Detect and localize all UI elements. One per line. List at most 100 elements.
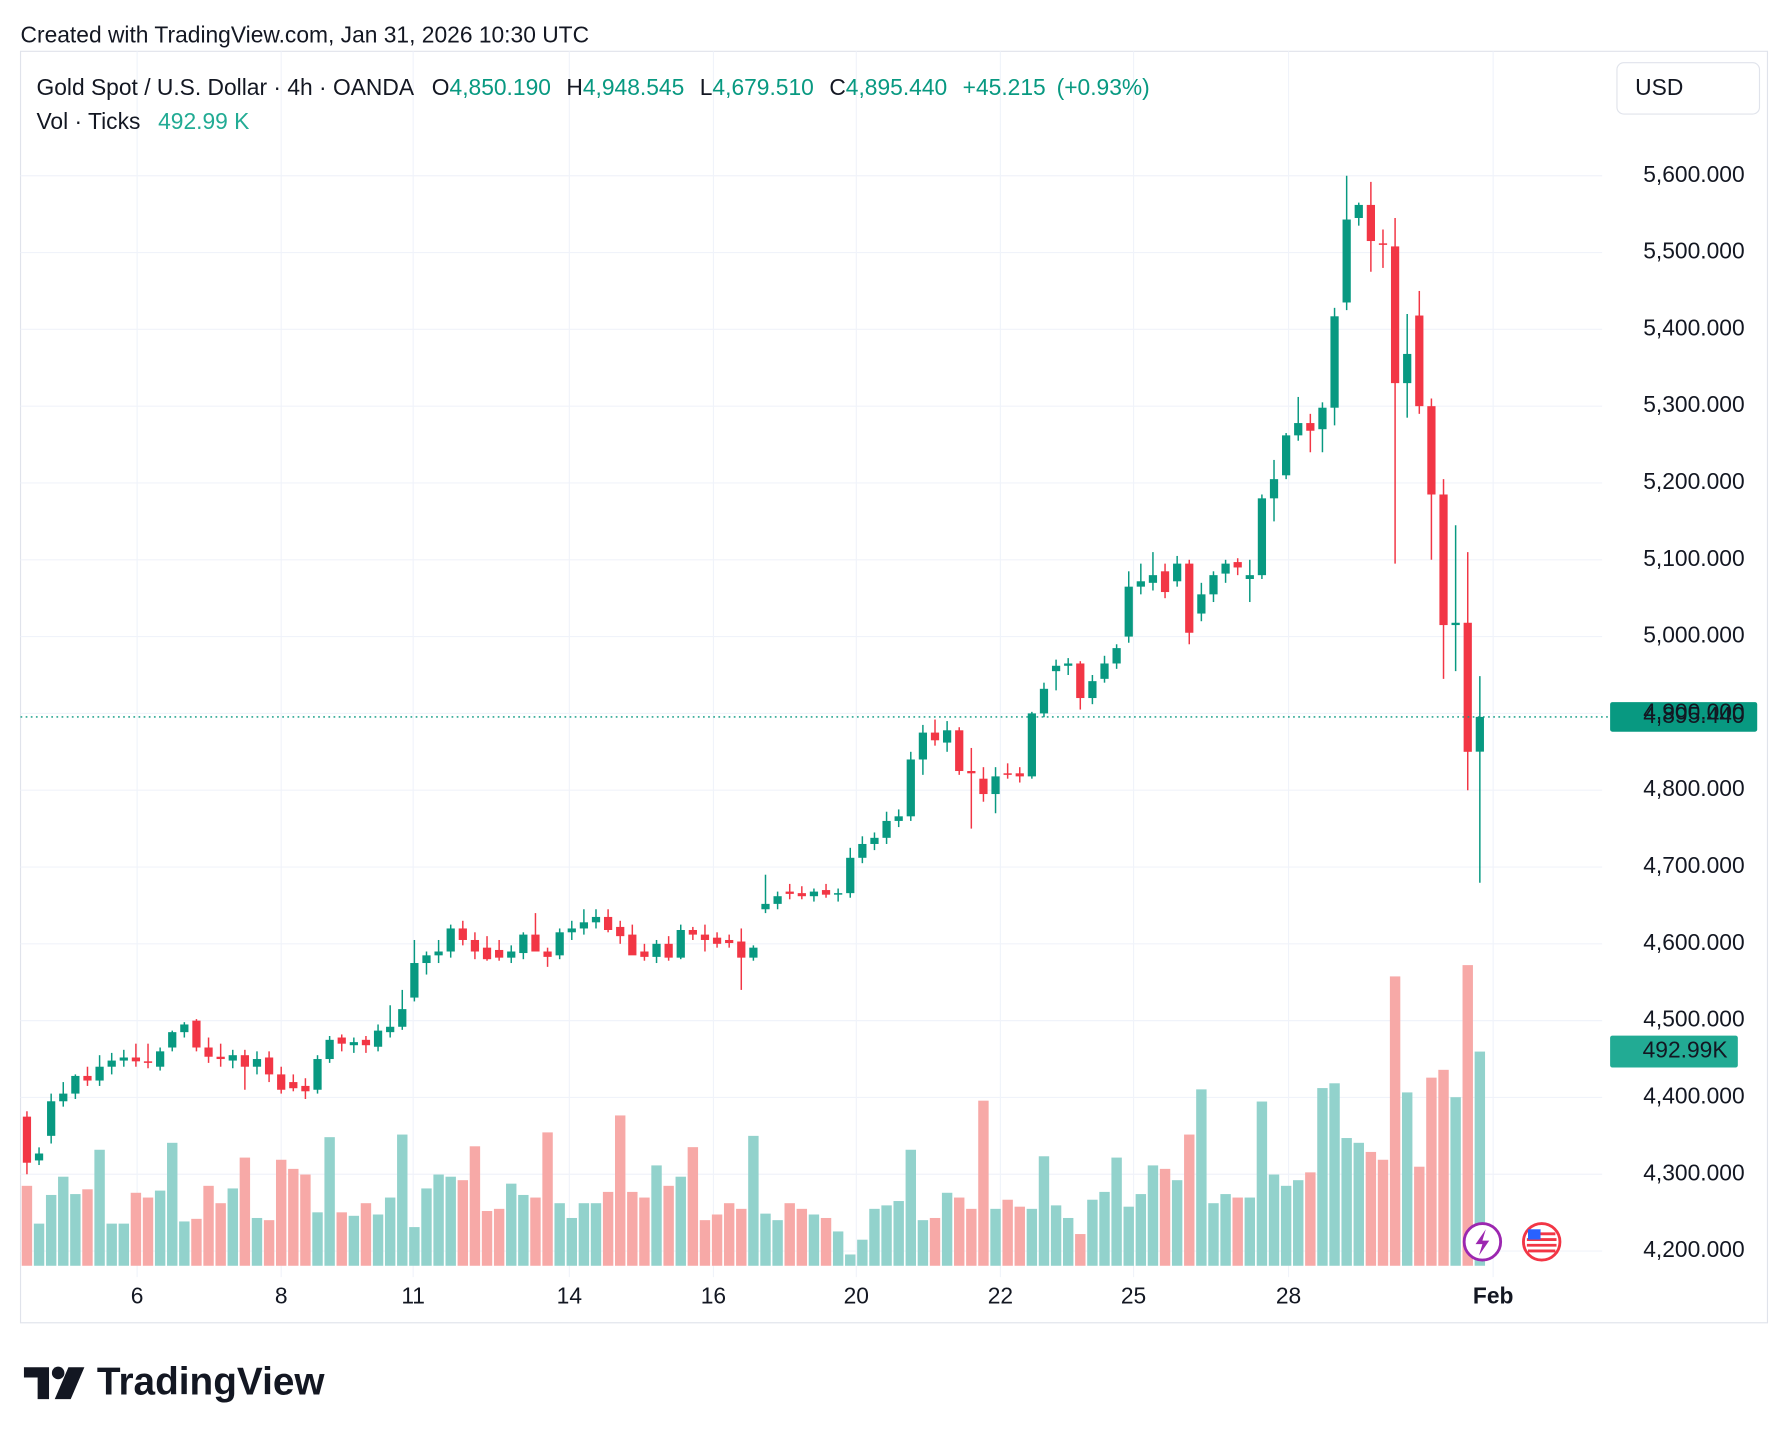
volume-bar bbox=[227, 1188, 238, 1266]
candle-body bbox=[918, 732, 928, 760]
volume-bar bbox=[578, 1203, 590, 1266]
volume-bar bbox=[820, 1217, 832, 1266]
volume-name: Vol · Ticks bbox=[36, 108, 140, 134]
candle-body bbox=[591, 916, 601, 923]
volume-bar bbox=[1426, 1077, 1437, 1266]
volume-bar bbox=[1438, 1069, 1449, 1266]
volume-bar bbox=[445, 1176, 456, 1266]
candle-body bbox=[107, 1060, 116, 1067]
candle-body bbox=[543, 951, 552, 957]
volume-bar bbox=[711, 1214, 723, 1266]
volume-bar bbox=[1414, 1166, 1425, 1266]
ohlc-letter: C bbox=[829, 74, 845, 100]
currency-button[interactable] bbox=[1616, 62, 1761, 115]
volume-badge-label: 492.99K bbox=[1643, 1037, 1728, 1063]
candle-body bbox=[1197, 594, 1206, 614]
icon-flag[interactable] bbox=[1522, 1222, 1562, 1262]
volume-bar bbox=[1038, 1156, 1050, 1266]
candle-body bbox=[712, 937, 722, 944]
volume-bar bbox=[409, 1227, 420, 1266]
candle-body bbox=[410, 963, 419, 998]
volume-bar bbox=[639, 1197, 650, 1266]
candle-body bbox=[797, 893, 806, 897]
volume-bar bbox=[1244, 1197, 1256, 1266]
icon-lightning[interactable] bbox=[1462, 1222, 1503, 1262]
candle-body bbox=[325, 1039, 334, 1060]
candle-body bbox=[482, 947, 492, 960]
volume-bar bbox=[1462, 965, 1473, 1266]
candle-body bbox=[156, 1051, 165, 1067]
candle-body bbox=[216, 1056, 225, 1060]
y-tick-label: 4,700.000 bbox=[1643, 852, 1744, 878]
volume-bar bbox=[251, 1217, 263, 1266]
volume-bar bbox=[288, 1168, 299, 1266]
volume-bar bbox=[1062, 1217, 1074, 1266]
volume-bar bbox=[239, 1157, 251, 1266]
legend-volume: Vol · Ticks 492.99 K bbox=[36, 108, 249, 134]
volume-bar bbox=[857, 1239, 868, 1266]
ohlc-letter: L bbox=[700, 74, 713, 100]
candle-body bbox=[603, 916, 613, 930]
candle-body bbox=[1257, 498, 1267, 576]
candle-body bbox=[1209, 575, 1218, 595]
candle-body bbox=[700, 934, 710, 940]
candle-body bbox=[531, 934, 540, 952]
candle-body bbox=[1427, 406, 1436, 495]
candle-body bbox=[192, 1020, 201, 1048]
candle-body bbox=[495, 949, 504, 958]
volume-bar bbox=[167, 1142, 178, 1266]
candle-body bbox=[143, 1061, 153, 1063]
candle-body bbox=[361, 1039, 371, 1046]
volume-bar bbox=[45, 1194, 57, 1266]
candle-body bbox=[1415, 315, 1424, 407]
y-tick-label: 5,500.000 bbox=[1643, 238, 1744, 264]
volume-bar bbox=[324, 1137, 335, 1266]
volume-bar bbox=[1450, 1097, 1461, 1266]
candle-body bbox=[1318, 407, 1327, 430]
x-tick-label: 11 bbox=[401, 1283, 425, 1309]
candle-body bbox=[664, 943, 673, 958]
volume-bar bbox=[1099, 1191, 1110, 1266]
candle-body bbox=[95, 1066, 104, 1081]
volume-bar bbox=[1123, 1206, 1134, 1266]
volume-bar bbox=[1268, 1174, 1280, 1266]
currency[interactable]: USD bbox=[1635, 74, 1683, 100]
volume-bar bbox=[1305, 1172, 1316, 1266]
logo-part bbox=[23, 1367, 50, 1400]
symbol: Gold Spot / U.S. Dollar · 4h · OANDA bbox=[36, 74, 414, 100]
volume-bar bbox=[1293, 1180, 1304, 1266]
volume-bar bbox=[1014, 1206, 1025, 1266]
x-tick-label: 22 bbox=[988, 1283, 1013, 1309]
candle-body bbox=[59, 1093, 68, 1102]
brand: TradingView bbox=[97, 1361, 325, 1404]
candle-body bbox=[1051, 665, 1061, 672]
x-tick-label: 25 bbox=[1121, 1283, 1146, 1309]
volume-bar bbox=[881, 1205, 892, 1266]
volume-bar bbox=[130, 1192, 142, 1266]
candle-body bbox=[434, 951, 443, 956]
candle-body bbox=[131, 1057, 141, 1062]
icon-circle[interactable] bbox=[1522, 1222, 1562, 1262]
candle-body bbox=[277, 1074, 286, 1090]
candle-body bbox=[1282, 435, 1291, 476]
x-tick-label: 8 bbox=[275, 1283, 288, 1309]
candle-body bbox=[168, 1032, 177, 1048]
ohlc-value: 4,895.440 bbox=[846, 74, 947, 100]
candle-body bbox=[1233, 562, 1242, 568]
volume-bar bbox=[33, 1223, 45, 1266]
volume-bar bbox=[506, 1183, 517, 1266]
volume-bar bbox=[1026, 1208, 1038, 1266]
volume-bar bbox=[203, 1185, 214, 1266]
volume-bar bbox=[590, 1203, 602, 1266]
candle-body bbox=[930, 732, 940, 741]
y-tick-label: 4,800.000 bbox=[1643, 775, 1744, 801]
candle-body bbox=[337, 1037, 346, 1044]
candle-body bbox=[1306, 423, 1315, 431]
candle-body bbox=[628, 934, 637, 956]
volume-bar bbox=[1196, 1089, 1207, 1266]
candle-body bbox=[1173, 563, 1182, 582]
candle-body bbox=[1451, 622, 1460, 626]
candle-body bbox=[349, 1042, 358, 1046]
x-tick-label: 20 bbox=[844, 1283, 869, 1309]
